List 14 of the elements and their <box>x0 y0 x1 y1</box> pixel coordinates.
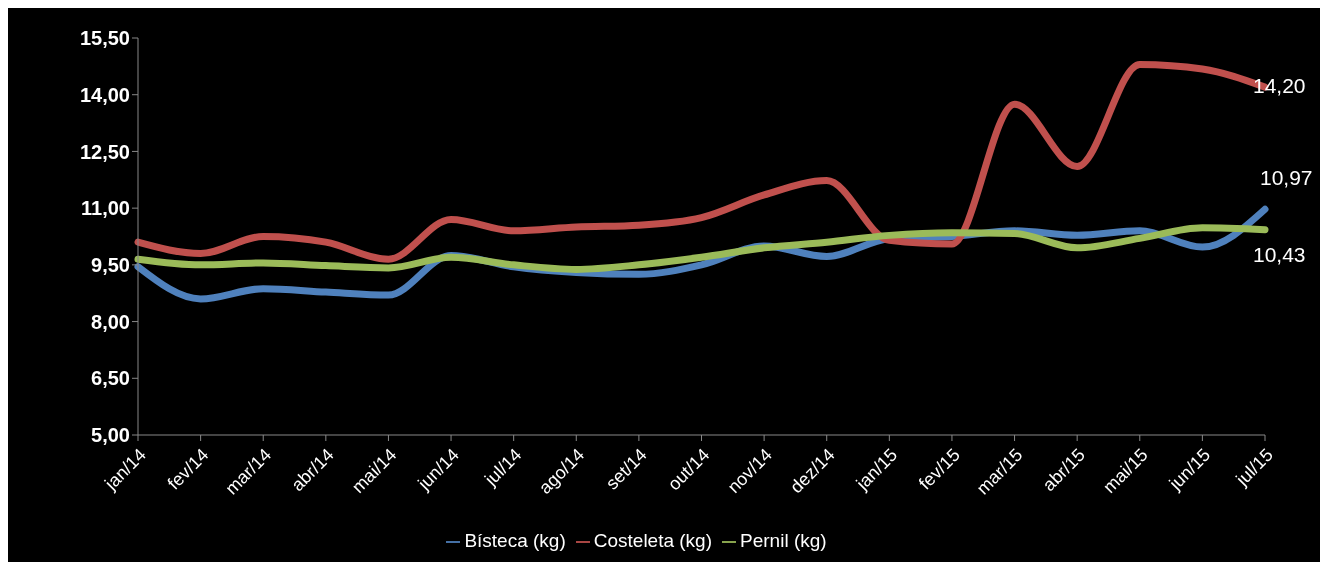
data-label: 14,20 <box>1253 74 1306 98</box>
legend-label: Costeleta (kg) <box>593 530 713 551</box>
y-tick-label: 8,00 <box>91 310 130 333</box>
y-tick-label: 9,50 <box>91 253 130 276</box>
legend-label: Pernil (kg) <box>740 530 827 551</box>
y-tick-label: 11,00 <box>81 197 130 220</box>
y-tick-label: 12,50 <box>79 140 130 163</box>
data-label: 10,43 <box>1253 242 1306 266</box>
legend-label: Bísteca (kg) <box>464 530 566 551</box>
data-label: 10,97 <box>1260 166 1313 190</box>
y-tick-label: 6,50 <box>91 367 130 390</box>
y-tick-label: 14,00 <box>79 83 130 106</box>
y-tick-label: 5,00 <box>91 424 130 447</box>
y-tick-label: 15,50 <box>79 27 130 50</box>
